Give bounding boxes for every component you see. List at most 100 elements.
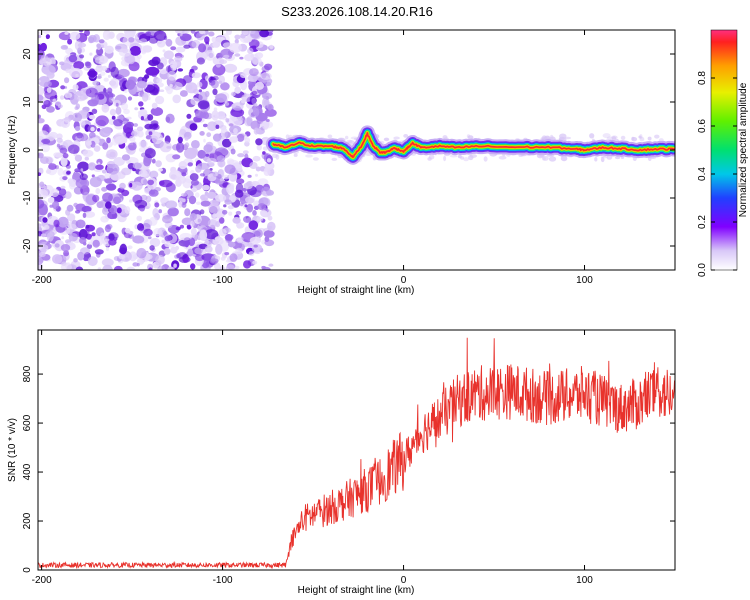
noise-speckle	[266, 189, 274, 196]
noise-speckle	[155, 160, 162, 168]
noise-speckle	[75, 178, 90, 189]
noise-speckle	[247, 174, 252, 178]
noise-speckle	[121, 102, 129, 111]
noise-speckle	[129, 135, 136, 142]
noise-speckle	[108, 97, 116, 103]
noise-speckle	[196, 57, 205, 65]
y-tick-label: 800	[22, 365, 33, 382]
noise-speckle	[184, 136, 189, 141]
noise-speckle	[638, 135, 642, 139]
noise-speckle	[180, 33, 192, 42]
y-tick-label: -20	[22, 238, 33, 253]
noise-speckle	[142, 92, 149, 102]
noise-speckle	[132, 262, 139, 267]
noise-speckle	[175, 30, 183, 34]
noise-speckle	[197, 100, 210, 110]
noise-speckle	[38, 76, 50, 87]
noise-speckle	[97, 127, 101, 132]
noise-speckle	[49, 229, 57, 235]
noise-speckle	[47, 81, 52, 87]
noise-speckle	[159, 89, 165, 92]
noise-speckle	[195, 256, 200, 260]
noise-speckle	[127, 142, 137, 151]
noise-speckle	[560, 155, 568, 162]
noise-speckle	[228, 123, 234, 127]
noise-speckle	[134, 224, 138, 230]
noise-speckle	[102, 192, 113, 203]
noise-speckle	[219, 59, 228, 64]
noise-speckle	[119, 182, 126, 190]
noise-speckle	[253, 103, 258, 108]
noise-speckle	[196, 201, 201, 205]
noise-speckle	[105, 201, 112, 209]
noise-speckle	[151, 132, 163, 145]
noise-speckle	[211, 36, 217, 43]
noise-speckle	[151, 102, 158, 109]
noise-speckle	[149, 216, 158, 226]
noise-speckle	[90, 126, 95, 132]
noise-speckle	[243, 37, 252, 43]
noise-speckle	[203, 123, 208, 128]
noise-speckle	[256, 144, 262, 151]
noise-speckle	[240, 202, 244, 207]
noise-speckle	[38, 141, 44, 147]
noise-speckle	[108, 239, 117, 246]
noise-speckle	[123, 108, 130, 115]
noise-speckle	[101, 186, 108, 192]
noise-speckle	[249, 236, 262, 244]
noise-speckle	[215, 244, 223, 255]
noise-speckle	[189, 213, 197, 221]
noise-speckle	[170, 246, 178, 254]
noise-speckle	[232, 217, 241, 224]
noise-speckle	[102, 207, 110, 215]
noise-speckle	[145, 130, 151, 137]
noise-speckle	[149, 245, 155, 251]
noise-speckle	[127, 245, 133, 250]
noise-speckle	[215, 124, 220, 129]
noise-speckle	[100, 71, 106, 76]
noise-speckle	[84, 230, 90, 235]
colorbar: 0.0 0.2 0.4 0.6 0.8 Normalized spectral ampl…	[697, 29, 749, 277]
colorbar-tick-label: 0.6	[697, 119, 708, 133]
noise-speckle	[189, 220, 195, 228]
noise-speckle	[260, 72, 272, 80]
noise-speckle	[113, 119, 124, 127]
noise-speckle	[91, 94, 100, 105]
noise-speckle	[140, 116, 144, 121]
noise-speckle	[175, 46, 186, 53]
noise-speckle	[200, 200, 211, 207]
noise-speckle	[38, 199, 45, 209]
noise-speckle	[60, 244, 71, 252]
noise-speckle	[253, 244, 258, 248]
noise-speckle	[347, 140, 355, 145]
noise-speckle	[260, 210, 268, 217]
snr-x-ticks: -200 -100 0 100	[32, 330, 593, 586]
noise-speckle	[41, 144, 50, 153]
noise-speckle	[73, 61, 85, 70]
noise-speckle	[234, 86, 241, 94]
noise-speckle	[224, 131, 231, 138]
noise-speckle	[498, 155, 507, 160]
noise-speckle	[92, 194, 100, 203]
noise-speckle	[126, 116, 132, 120]
noise-speckle	[228, 211, 233, 216]
noise-speckle	[224, 234, 234, 241]
noise-speckle	[187, 248, 194, 257]
noise-speckle	[56, 137, 63, 143]
noise-speckle	[264, 63, 273, 70]
noise-speckle	[128, 199, 133, 203]
noise-speckle	[67, 38, 73, 45]
noise-speckle	[155, 95, 165, 105]
noise-speckle	[602, 133, 611, 139]
noise-speckle	[207, 191, 217, 199]
noise-speckle	[48, 127, 52, 132]
x-tick-label: 100	[576, 275, 593, 286]
noise-speckle	[79, 173, 89, 181]
noise-speckle	[55, 152, 64, 158]
noise-speckle	[129, 45, 142, 56]
noise-speckle	[91, 232, 96, 237]
noise-speckle	[61, 236, 65, 240]
noise-speckle	[46, 87, 52, 93]
snr-plot-area	[38, 330, 675, 570]
noise-speckle	[252, 260, 258, 265]
